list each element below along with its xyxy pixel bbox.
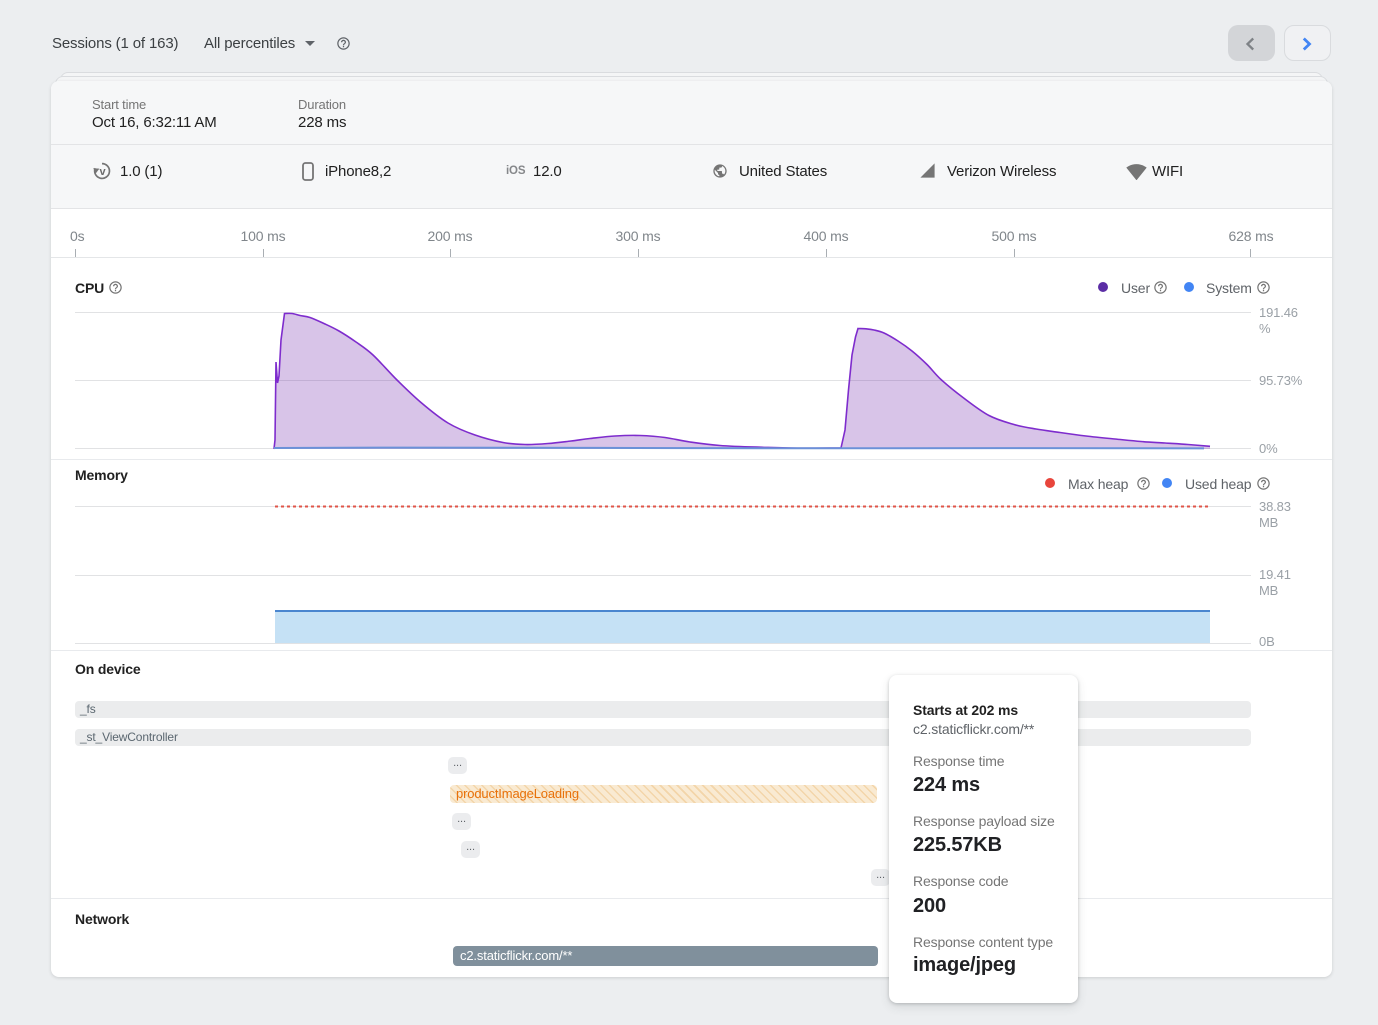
svg-text:v: v	[100, 166, 107, 178]
